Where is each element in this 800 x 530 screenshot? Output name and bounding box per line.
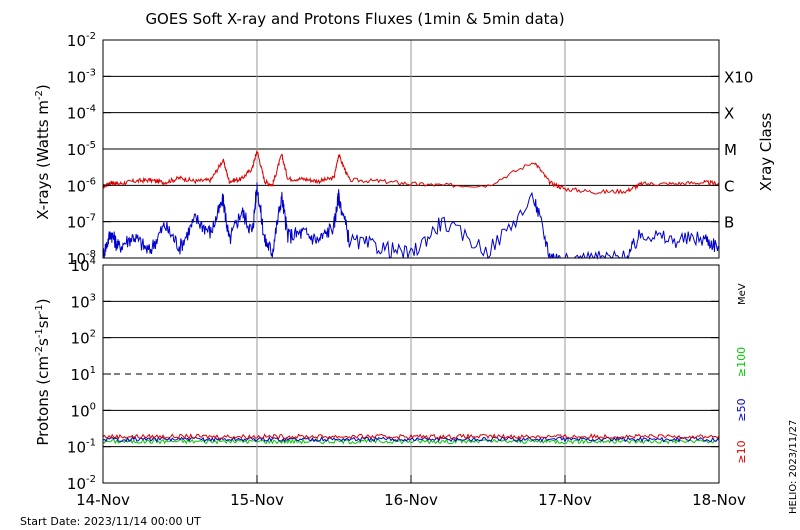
xray-ytick-label: 10-2 xyxy=(67,31,96,50)
proton-ytick-label: 100 xyxy=(71,401,96,420)
proton-series-proton_100 xyxy=(102,437,720,445)
proton-ytick-label: 103 xyxy=(71,292,96,311)
xray-ytick-label: 10-6 xyxy=(67,176,96,195)
xray-ytick-label: 10-7 xyxy=(67,213,96,232)
x-tick-label: 14-Nov xyxy=(76,491,130,509)
proton-ylabel: Protons (cm-2s-1sr-1) xyxy=(34,298,52,445)
proton-ytick-label: 102 xyxy=(71,329,96,348)
proton-ytick-label: 104 xyxy=(71,256,96,275)
proton-legend-proton_10: ≥10 xyxy=(735,440,748,463)
xray-class-label: B xyxy=(724,214,734,232)
start-date: Start Date: 2023/11/14 00:00 UT xyxy=(20,515,201,528)
proton-ytick-label: 10-2 xyxy=(67,474,96,493)
x-tick-label: 17-Nov xyxy=(538,491,592,509)
xray-ytick-label: 10-8 xyxy=(67,249,96,268)
proton-unit-label: MeV xyxy=(737,283,748,305)
xray-class-label: X10 xyxy=(724,68,753,86)
xray-series-long xyxy=(102,149,720,195)
x-tick-label: 18-Nov xyxy=(692,491,746,509)
chart-title: GOES Soft X-ray and Protons Fluxes (1min… xyxy=(145,10,564,28)
credit-label: HELIO: 2023/11/27 xyxy=(788,420,799,514)
xray-class-label: X xyxy=(724,105,734,123)
xray-class-axis-label: Xray Class xyxy=(757,112,775,191)
x-tick-label: 15-Nov xyxy=(230,491,284,509)
proton-legend-proton_50: ≥50 xyxy=(735,398,748,421)
xray-ytick-label: 10-3 xyxy=(67,67,96,86)
proton-panel: 10-2 10-1 100 101 102 103 104 Protons (cm-2s-1s… xyxy=(34,256,748,493)
xray-ytick-label: 10-4 xyxy=(67,104,96,123)
proton-series-proton_50 xyxy=(102,435,720,443)
xray-ylabel: X-rays (Watts m-2) xyxy=(34,84,52,219)
xray-class-label: C xyxy=(724,177,734,195)
xray-ytick-label: 10-5 xyxy=(67,140,96,159)
proton-legend-proton_100: ≥100 xyxy=(735,347,748,377)
proton-series-proton_10 xyxy=(102,433,720,441)
proton-ytick-label: 101 xyxy=(71,365,96,384)
proton-ytick-label: 10-1 xyxy=(67,438,96,457)
x-tick-label: 16-Nov xyxy=(384,491,438,509)
xray-class-label: M xyxy=(724,141,737,159)
xray-panel: 10-8 10-7 10-6 10-5 10-4 10-3 10-2 X-rays (Watt… xyxy=(34,31,775,268)
